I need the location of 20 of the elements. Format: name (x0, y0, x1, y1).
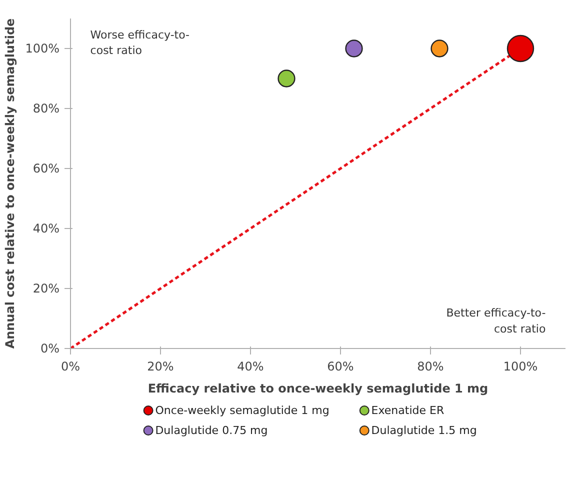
y-tick-label: 100% (25, 42, 60, 56)
legend-label: Once-weekly semaglutide 1 mg (155, 404, 330, 417)
x-tick-label: 60% (327, 360, 354, 374)
legend-label: Dulaglutide 1.5 mg (371, 424, 477, 437)
y-tick-label: 60% (32, 162, 60, 176)
y-tick-label: 20% (32, 282, 60, 296)
legend-label: Exenatide ER (371, 404, 444, 417)
y-tick-label: 40% (32, 222, 60, 236)
legend-label: Dulaglutide 0.75 mg (155, 424, 268, 437)
x-tick-label: 80% (417, 360, 444, 374)
y-tick-label: 0% (40, 342, 60, 356)
x-axis-title: Efficacy relative to once-weekly semaglutide 1 mg (148, 382, 488, 396)
y-axis-title: Annual cost relative to once-weekly semaglutide (3, 18, 18, 349)
x-tick-label: 100% (503, 360, 538, 374)
annotation: Better efficacy-to- cost ratio (446, 306, 546, 336)
x-tick-label: 0% (60, 360, 80, 374)
x-tick-label: 40% (237, 360, 264, 374)
y-tick-label: 80% (32, 102, 60, 116)
annotation: Worse efficacy-to- cost ratio (90, 28, 190, 57)
x-tick-label: 20% (147, 360, 174, 374)
